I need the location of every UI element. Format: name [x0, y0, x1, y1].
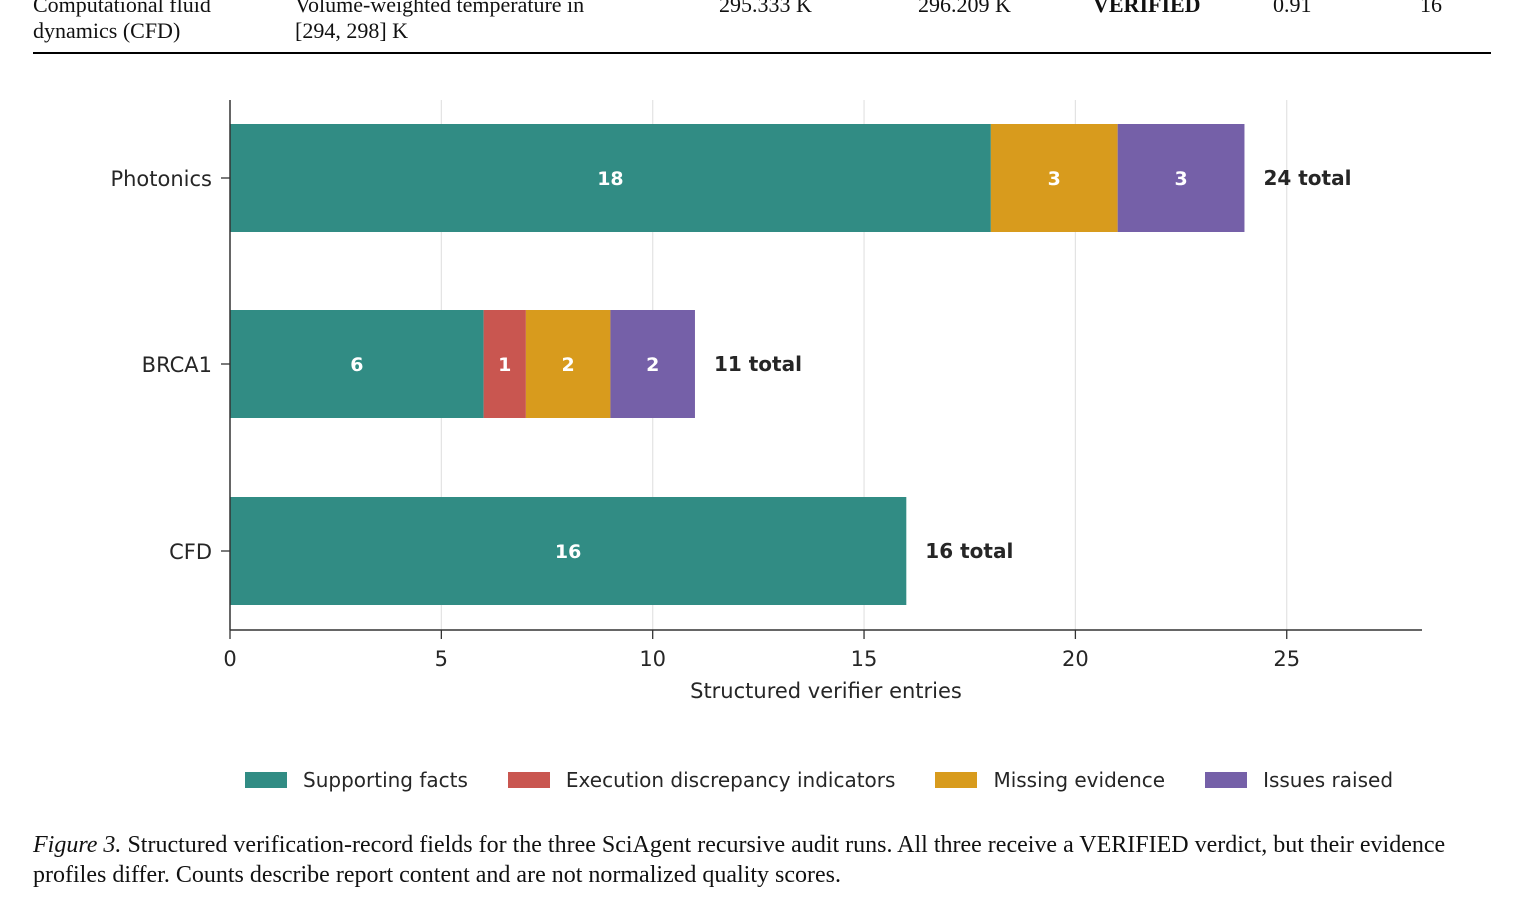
x-tick-label: 25	[1273, 647, 1300, 671]
x-tick-label: 20	[1062, 647, 1089, 671]
legend-swatch	[935, 772, 978, 788]
bar-segment-label: 18	[597, 168, 623, 190]
bar-segment-brca1-0	[230, 310, 484, 418]
legend-swatch	[1205, 772, 1248, 788]
x-axis-title: Structured verifier entries	[690, 679, 962, 703]
legend-swatch	[245, 772, 287, 788]
legend-label: Issues raised	[1263, 768, 1394, 792]
x-tick-label: 0	[223, 647, 236, 671]
legend-item: Missing evidence	[935, 768, 1165, 792]
bar-segment-label: 2	[646, 354, 659, 376]
figure-label: Figure 3.	[33, 832, 122, 858]
category-label: BRCA1	[142, 353, 212, 377]
category-label: CFD	[169, 540, 212, 564]
bar-total-label: 16 total	[925, 539, 1013, 563]
figure-caption: Figure 3. Structured verification-record…	[33, 830, 1495, 890]
bar-segment-photonics-2	[990, 124, 1118, 232]
legend-item: Issues raised	[1205, 768, 1393, 792]
bar-segment-label: 16	[555, 541, 581, 563]
x-tick-label: 10	[639, 647, 666, 671]
bar-segment-label: 3	[1048, 168, 1061, 190]
category-label: Photonics	[110, 167, 212, 191]
table-cell-score: 0.91	[1273, 0, 1312, 17]
legend-item: Execution discrepancy indicators	[507, 768, 896, 792]
bar-segment-photonics-3	[1117, 124, 1245, 232]
table-cell-domain: Computational fluid dynamics (CFD)	[33, 0, 211, 43]
legend-label: Execution discrepancy indicators	[565, 768, 896, 792]
bar-segment-brca1-2	[525, 310, 611, 418]
bar-segment-brca1-1	[483, 310, 526, 418]
bars-layer: 18 3 3 24 total 6 1 2 2 11 total 16 16 total	[230, 124, 1351, 605]
legend-item: Supporting facts	[245, 768, 468, 792]
table-bottom-rule	[33, 52, 1491, 54]
legend-label: Supporting facts	[303, 768, 468, 792]
caption-text: Structured verification-record fields fo…	[33, 832, 1446, 888]
bar-segment-cfd-0	[230, 497, 907, 605]
bar-segment-label: 3	[1174, 168, 1187, 190]
bar-segment-brca1-3	[610, 310, 695, 418]
table-cell-count: 16	[1420, 0, 1442, 17]
table-cell-value-b: 296.209 K	[918, 0, 1011, 17]
table-cell-verdict: VERIFIED	[1093, 0, 1201, 17]
axes-layer: Photonics BRCA1 CFD 0 5 10 15 20 25	[110, 100, 1422, 671]
stacked-bar-chart: 18 3 3 24 total 6 1 2 2 11 total 16 16 total Photo…	[110, 100, 1422, 703]
bar-segment-photonics-0	[230, 124, 991, 232]
x-tick-label: 15	[851, 647, 878, 671]
table-fragment: Computational fluid dynamics (CFD) Volum…	[33, 0, 1491, 54]
bar-total-label: 24 total	[1263, 166, 1351, 190]
bar-segment-label: 6	[350, 354, 363, 376]
bar-segment-label: 2	[562, 354, 575, 376]
chart-legend: Supporting facts Execution discrepancy in…	[245, 768, 1393, 792]
x-tick-label: 5	[435, 647, 448, 671]
legend-label: Missing evidence	[993, 768, 1166, 792]
table-cell-value-a: 295.333 K	[719, 0, 812, 17]
bar-segment-label: 1	[498, 354, 511, 376]
legend-swatch	[507, 772, 550, 788]
bar-total-label: 11 total	[714, 352, 802, 376]
table-cell-quantity: Volume-weighted temperature in [294, 298…	[295, 0, 585, 43]
